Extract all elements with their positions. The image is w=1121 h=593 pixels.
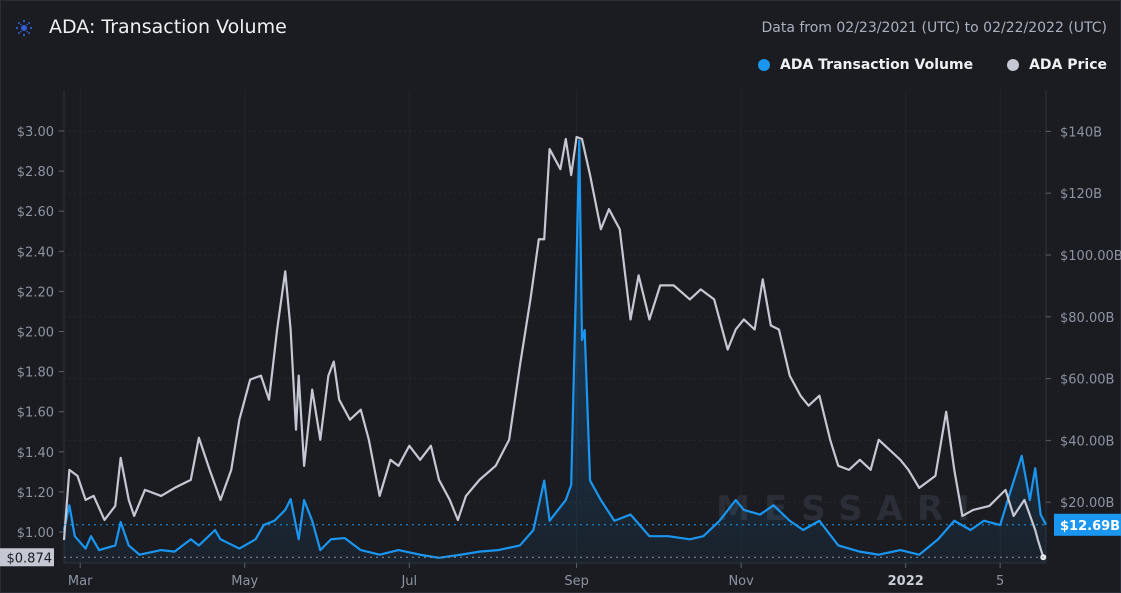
price-last-value-badge [0, 548, 54, 567]
right-tick-label: $140B [1060, 125, 1102, 140]
x-tick-label: 5 [996, 574, 1004, 589]
cardano-logo-icon [15, 19, 33, 37]
legend-item-price[interactable]: ADA Price [1007, 57, 1107, 73]
x-tick-label: Jul [400, 574, 417, 589]
x-tick-label: Sep [564, 574, 589, 589]
legend-dot-icon [758, 59, 770, 71]
legend-label: ADA Price [1029, 57, 1107, 73]
left-tick-label: $2.40 [17, 245, 54, 260]
left-tick-label: $1.80 [17, 366, 54, 381]
left-tick-label: $1.20 [17, 486, 54, 501]
chart-title: ADA: Transaction Volume [49, 16, 287, 38]
volume-series-line [62, 139, 1047, 559]
price-series-line [62, 135, 1045, 558]
date-range: Data from 02/23/2021 (UTC) to 02/22/2022… [761, 20, 1107, 36]
price-last-value-label: $0.874 [7, 551, 53, 566]
x-tick-label: Nov [728, 574, 754, 589]
right-tick-label: $120B [1060, 187, 1102, 202]
left-tick-label: $2.20 [17, 285, 54, 300]
x-tick-label: May [231, 574, 258, 589]
legend-dot-icon [1007, 59, 1020, 71]
left-tick-label: $1.60 [17, 406, 54, 421]
right-tick-label: $100.00B [1060, 249, 1121, 264]
left-tick-label: $2.00 [17, 326, 54, 341]
left-tick-label: $2.60 [17, 205, 54, 220]
volume-last-value-label: $12.69B [1060, 519, 1120, 534]
legend-item-volume[interactable]: ADA Transaction Volume [758, 57, 973, 73]
volume-last-value-badge [1054, 513, 1121, 536]
legend: ADA Transaction Volume ADA Price [758, 57, 1107, 73]
right-tick-label: $40.00B [1060, 434, 1114, 449]
legend-label: ADA Transaction Volume [780, 57, 974, 73]
left-tick-label: $3.00 [17, 125, 54, 140]
right-tick-label: $80.00B [1060, 311, 1114, 326]
right-tick-label: $20.00B [1060, 496, 1114, 511]
right-tick-label: $60.00B [1060, 373, 1114, 388]
x-tick-label: 2022 [888, 574, 924, 589]
left-tick-label: $1.00 [17, 526, 54, 541]
left-tick-label: $2.80 [17, 165, 54, 180]
left-tick-label: $1.40 [17, 446, 54, 461]
x-tick-label: Mar [68, 574, 93, 589]
